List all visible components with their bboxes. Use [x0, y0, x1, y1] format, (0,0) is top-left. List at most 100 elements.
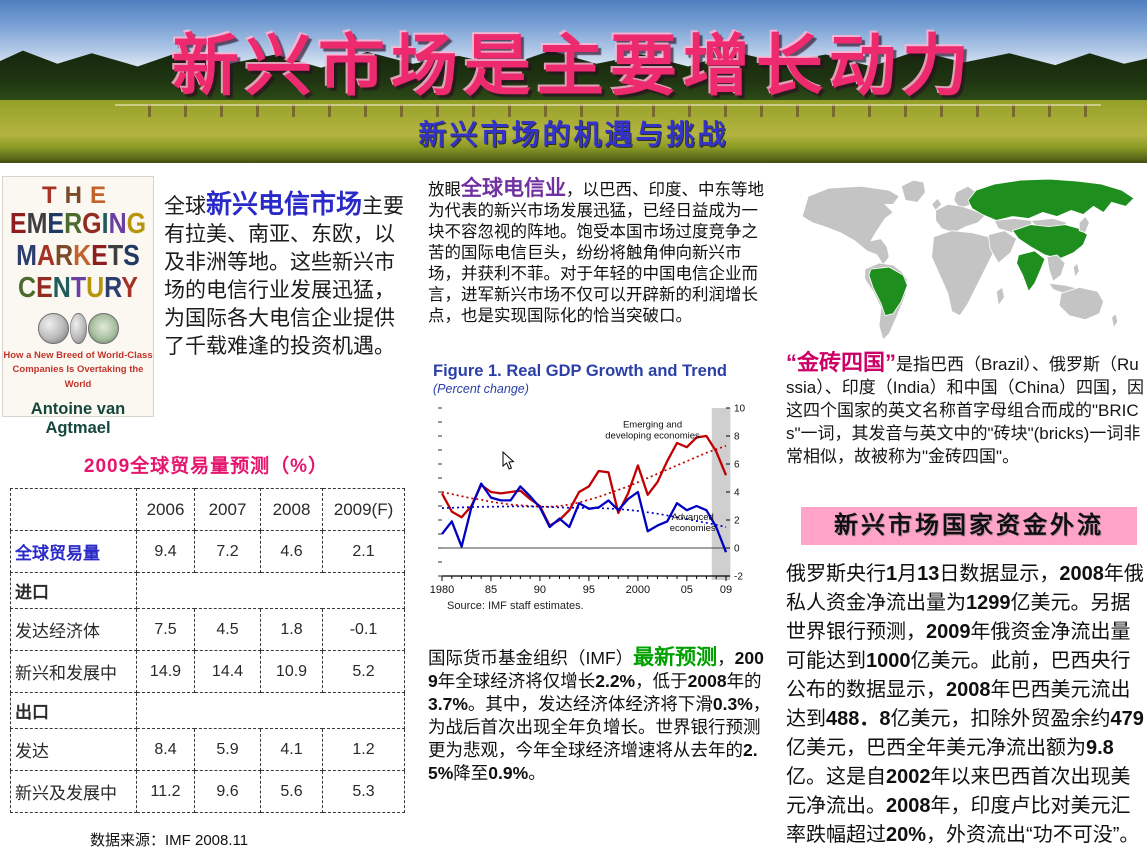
map-madagascar [995, 286, 1005, 307]
table-row: 进口 [10, 572, 405, 609]
globe-coin-icon [87, 312, 119, 344]
table-row: 发达经济体 7.5 4.5 1.8 -0.1 [10, 608, 405, 651]
map-japan [1078, 215, 1090, 234]
text-body: ，以巴西、印度、中东等地为代表的新兴市场发展迅猛，已经日益成为一块不容忽视的阵地… [428, 181, 764, 325]
table-row-label: 新兴及发展中 [10, 770, 137, 813]
table-col-header: 2009(F) [322, 488, 405, 531]
map-north-america [801, 185, 900, 266]
table-cell-empty [136, 572, 405, 609]
trade-table-title: 2009全球贸易量预测（%） [83, 456, 329, 477]
table-cell: 5.6 [260, 770, 323, 813]
telecom-market-highlight: 新兴电信市场 [206, 189, 363, 219]
table-cell: 5.3 [322, 770, 405, 813]
table-col-header: 2007 [194, 488, 261, 531]
table-cell: 7.5 [136, 608, 195, 651]
table-row-label: 新兴和发展中 [10, 650, 137, 693]
table-cell: 4.1 [260, 728, 323, 771]
book-tagline: Companies Is Overtaking the World [12, 364, 144, 390]
latest-forecast-highlight: 最新预测 [633, 646, 718, 669]
table-row-label: 进口 [10, 572, 137, 609]
table-row: 出口 [10, 692, 405, 729]
map-middle-east [987, 230, 1018, 264]
gdp-growth-chart: 1980 85 90 95 2000 05 09-2 0 2 4 6 8 10 Emerging andd… [430, 404, 746, 597]
table-row: 新兴和发展中 14.9 14.4 10.9 5.2 [10, 650, 405, 693]
x-tick-label: 95 [583, 584, 595, 596]
table-cell: 7.2 [194, 530, 261, 573]
y-tick-label: 8 [734, 432, 740, 443]
book-title-line: EMERGING [9, 207, 147, 241]
y-tick-label: 2 [734, 516, 740, 527]
page-subtitle: 新兴市场的机遇与挑战 [418, 119, 729, 150]
table-cell: 4.6 [260, 530, 323, 573]
table-row: 发达 8.4 5.9 4.1 1.2 [10, 728, 405, 771]
text-body: 是指巴西（Brazil）、俄罗斯（Russia）、印度（India）和中国（Ch… [786, 355, 1145, 466]
x-tick-label: 1980 [430, 584, 454, 596]
table-cell: 8.4 [136, 728, 195, 771]
book-title-line: THE [41, 182, 115, 209]
outflow-banner: 新兴市场国家资金外流 [801, 507, 1137, 545]
figure-title: Figure 1. Real GDP Growth and Trend [433, 362, 727, 380]
table-row-label: 全球贸易量 [10, 530, 137, 573]
book-author: Antoine van Agtmael [30, 399, 126, 437]
series-emerging [440, 434, 728, 527]
table-col-header [10, 488, 137, 531]
table-row-label: 发达 [10, 728, 137, 771]
coin-icon [37, 312, 69, 344]
imf-forecast-paragraph: 国际货币基金组织（IMF）最新预测，2009年全球经济将仅增长2.2%，低于20… [428, 646, 773, 785]
telecom-intro-text: 全球新兴电信市场主要有拉美、南亚、东欧，以及非洲等地。这些新兴市场的电信行业发展… [164, 190, 410, 361]
fence-graphic [114, 104, 1102, 117]
bric-paragraph: “金砖四国”是指巴西（Brazil）、俄罗斯（Russia）、印度（India）… [786, 351, 1144, 468]
table-cell-empty [136, 692, 405, 729]
y-tick-label: 10 [734, 404, 746, 415]
map-indochina [1046, 254, 1066, 282]
trade-table: 2006 2007 2008 2009(F) 全球贸易量 9.4 7.2 4.6 2.1 进口 发达… [10, 488, 405, 813]
text-prefix: 全球 [164, 195, 206, 218]
forecast-band [711, 408, 731, 580]
table-cell: 2.1 [322, 530, 405, 573]
x-tick-label: 05 [681, 584, 693, 596]
table-cell: -0.1 [322, 608, 405, 651]
table-cell: 10.9 [260, 650, 323, 693]
table-header-row: 2006 2007 2008 2009(F) [10, 488, 405, 531]
series-annotation: economies [670, 523, 716, 534]
map-greenland [900, 179, 926, 203]
text-body: 主要有拉美、南亚、东欧，以及非洲等地。这些新兴市场的电信行业发展迅猛，为国际各大… [164, 195, 405, 358]
bric-highlight: “金砖四国” [786, 350, 897, 375]
map-europe [935, 203, 987, 234]
table-col-header: 2008 [260, 488, 323, 531]
table-cell: 14.9 [136, 650, 195, 693]
book-title-line: MARKETS [16, 239, 140, 273]
map-india [1016, 250, 1046, 293]
table-col-header: 2006 [136, 488, 195, 531]
coins-icon [37, 312, 119, 344]
map-united-kingdom [931, 197, 943, 212]
book-cover: THE EMERGING MARKETS CENTURY How a New B… [2, 176, 154, 437]
x-tick-label: 90 [534, 584, 546, 596]
figure-source: Source: IMF staff estimates. [447, 600, 584, 612]
global-telecom-paragraph: 放眼全球电信业，以巴西、印度、中东等地为代表的新兴市场发展迅猛，已经日益成为一块… [428, 178, 772, 327]
telecom-industry-highlight: 全球电信业 [461, 177, 566, 200]
table-row-label: 发达经济体 [10, 608, 137, 651]
series-trend-emerging [441, 444, 727, 508]
table-row: 全球贸易量 9.4 7.2 4.6 2.1 [10, 530, 405, 573]
coin-edge-icon [69, 312, 87, 344]
text-prefix: 国际货币基金组织（IMF） [428, 648, 634, 668]
table-cell: 4.5 [194, 608, 261, 651]
capital-outflow-paragraph: 俄罗斯央行1月13日数据显示，2008年俄私人资金净流出量为1299亿美元。另据… [786, 563, 1144, 846]
series-annotation: Emerging and [623, 420, 682, 431]
trade-table-source: 数据来源：IMF 2008.11 [90, 832, 249, 849]
text-prefix: 放眼 [428, 181, 461, 199]
book-tagline: How a New Breed of World-Class [3, 350, 153, 361]
book-title-line: CENTURY [18, 271, 138, 305]
table-row-label: 出口 [10, 692, 137, 729]
table-cell: 11.2 [136, 770, 195, 813]
y-tick-label: 6 [734, 460, 740, 471]
y-tick-label: 4 [734, 488, 740, 499]
table-cell: 1.8 [260, 608, 323, 651]
x-tick-label: 09 [720, 584, 732, 596]
map-china [1011, 224, 1088, 260]
series-annotation: Advanced [672, 512, 714, 523]
map-brazil [868, 266, 908, 317]
table-cell: 9.4 [136, 530, 195, 573]
